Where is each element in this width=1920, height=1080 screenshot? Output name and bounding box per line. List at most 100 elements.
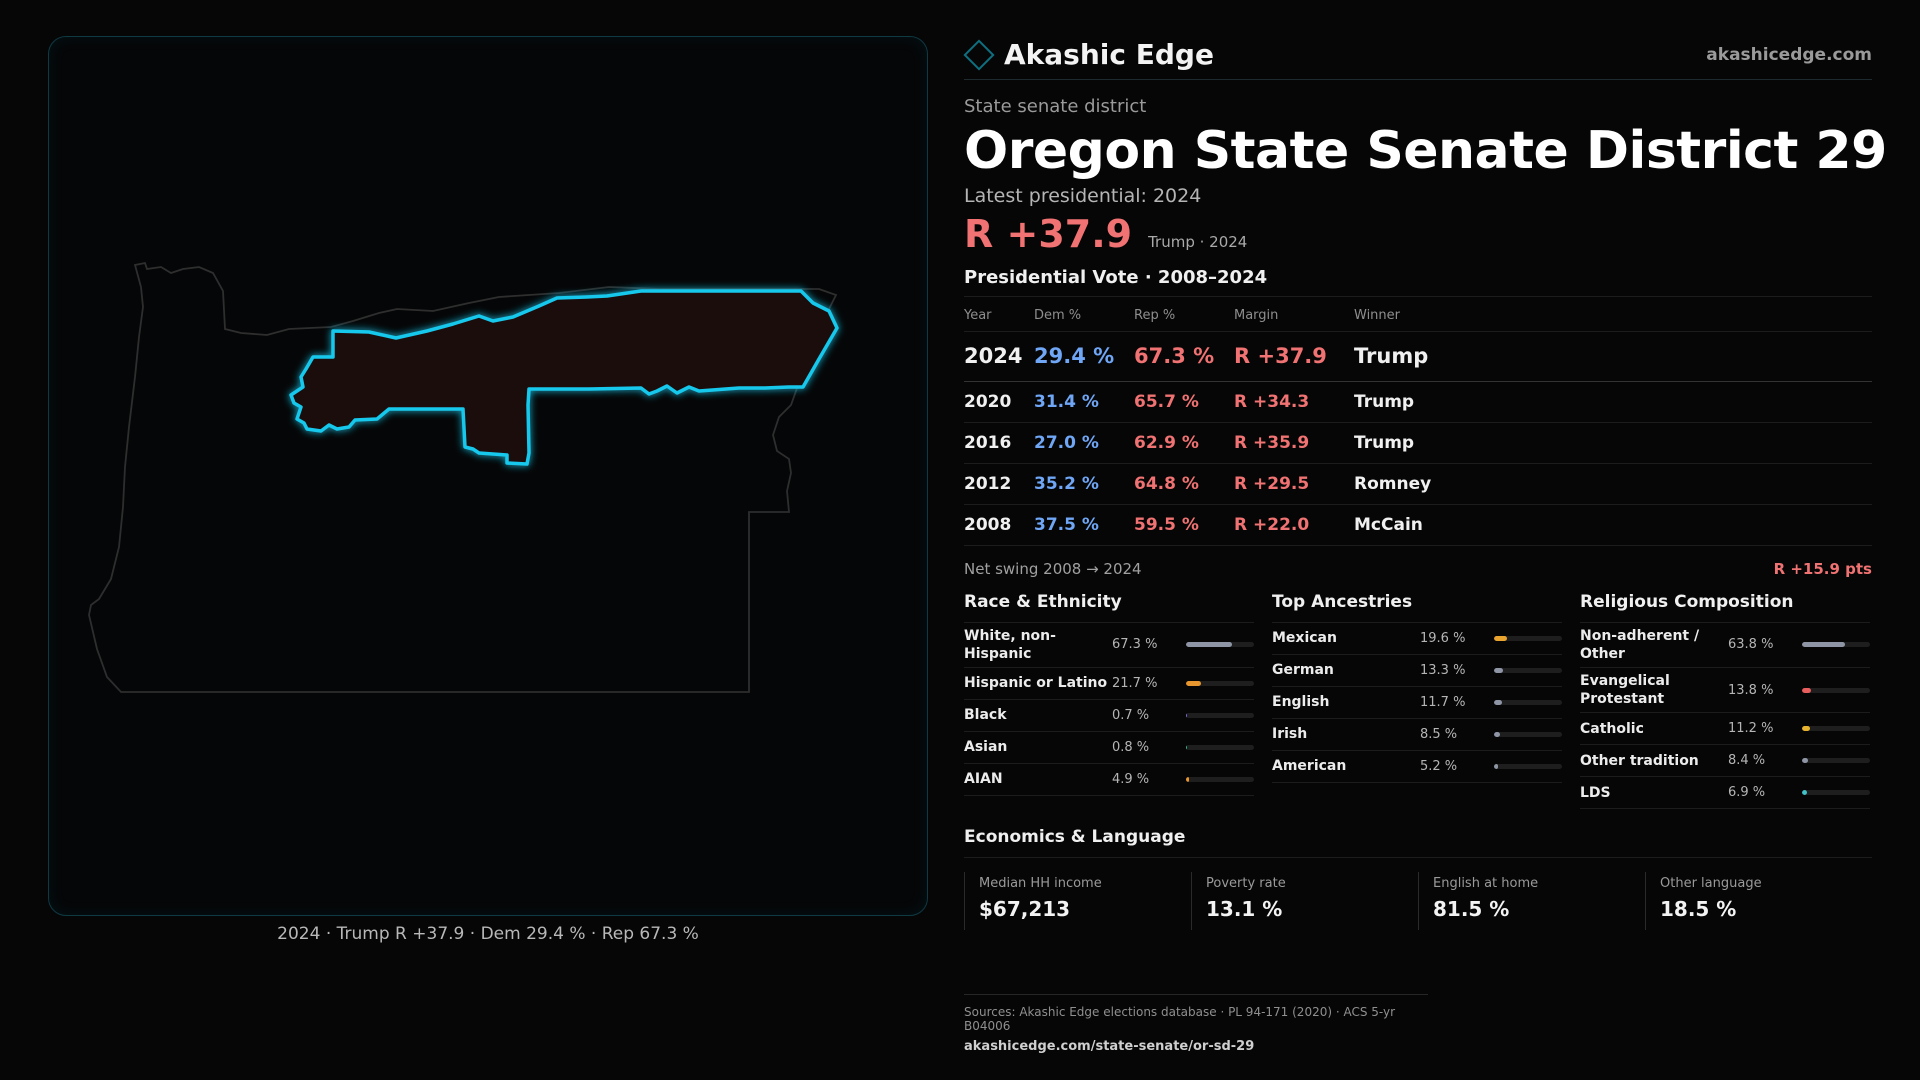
religion-title: Religious Composition (1580, 592, 1870, 623)
stat-poverty-rate: Poverty rate 13.1 % (1191, 872, 1418, 931)
religion-label: Non-adherent / Other (1580, 627, 1700, 662)
ancestry-bar (1494, 763, 1562, 769)
race-bar-fill (1186, 712, 1187, 718)
religion-section: Religious Composition Non-adherent / Oth… (1580, 592, 1870, 810)
race-label: Hispanic or Latino (964, 675, 1108, 692)
table-row: 2008 37.5 % 59.5 % R +22.0 McCain (964, 504, 1872, 546)
religion-value: 8.4 % (1728, 753, 1766, 769)
ancestry-bar-fill (1494, 699, 1502, 705)
stat-label: English at home (1433, 876, 1539, 892)
net-swing: Net swing 2008 → 2024 R +15.9 pts (964, 560, 1872, 578)
row-margin: R +29.5 (1234, 463, 1354, 505)
map-caption: 2024 · Trump R +37.9 · Dem 29.4 % · Rep … (277, 924, 699, 944)
religion-bar-fill (1802, 726, 1810, 732)
col-dem: Dem % (1034, 301, 1134, 332)
ancestry-section: Top Ancestries Mexican 19.6 % German 13.3 %… (1272, 592, 1562, 810)
race-row: Hispanic or Latino 21.7 % (964, 668, 1254, 700)
ancestry-bar (1494, 699, 1562, 705)
stat-value: 81.5 % (1433, 897, 1510, 922)
ancestry-value: 8.5 % (1420, 726, 1458, 742)
stat-label: Median HH income (979, 876, 1102, 892)
net-swing-label: Net swing 2008 → 2024 (964, 559, 1142, 578)
religion-value: 63.8 % (1728, 637, 1774, 653)
religion-row: Evangelical Protestant 13.8 % (1580, 668, 1870, 714)
race-value: 21.7 % (1112, 675, 1158, 691)
ancestry-bar (1494, 667, 1562, 673)
race-label: AIAN (964, 771, 1003, 788)
religion-bar (1802, 726, 1870, 732)
row-margin: R +22.0 (1234, 504, 1354, 546)
ancestry-row: Mexican 19.6 % (1272, 623, 1562, 655)
col-winner: Winner (1354, 301, 1872, 332)
row-dem: 27.0 % (1034, 422, 1134, 464)
race-bar-fill (1186, 642, 1232, 648)
col-year: Year (964, 301, 1034, 332)
religion-label: LDS (1580, 784, 1611, 801)
ancestry-value: 19.6 % (1420, 630, 1466, 646)
ancestry-title: Top Ancestries (1272, 592, 1562, 623)
district-map (48, 36, 928, 916)
brand-url-link[interactable]: akashicedge.com (1706, 44, 1872, 65)
row-dem: 31.4 % (1034, 381, 1134, 423)
ancestry-label: German (1272, 661, 1334, 678)
race-bar-fill (1186, 744, 1187, 750)
ancestry-bar (1494, 635, 1562, 641)
row-winner: Trump (1354, 422, 1872, 464)
demographics: Race & Ethnicity White, non-Hispanic 67.3… (964, 592, 1872, 810)
economics-title: Economics & Language (964, 827, 1872, 859)
ancestry-bar-fill (1494, 667, 1504, 673)
ancestry-value: 5.2 % (1420, 758, 1458, 774)
row-winner: McCain (1354, 504, 1872, 546)
row-year: 2024 (964, 331, 1034, 382)
ancestry-label: Mexican (1272, 629, 1337, 646)
religion-row: Non-adherent / Other 63.8 % (1580, 623, 1870, 668)
sources-text: Sources: Akashic Edge elections database… (964, 1005, 1396, 1033)
source-url-link[interactable]: akashicedge.com/state-senate/or-sd-29 (964, 1039, 1255, 1054)
col-margin: Margin (1234, 301, 1354, 332)
presidential-vote-title: Presidential Vote · 2008–2024 (964, 267, 1872, 297)
religion-row: Other tradition 8.4 % (1580, 745, 1870, 778)
row-dem: 29.4 % (1034, 331, 1134, 382)
race-bar (1186, 712, 1254, 718)
ancestry-bar-fill (1494, 731, 1500, 737)
race-bar-fill (1186, 680, 1201, 686)
latest-margin-value: R +37.9 (964, 212, 1133, 256)
table-row: 2016 27.0 % 62.9 % R +35.9 Trump (964, 422, 1872, 464)
religion-bar (1802, 758, 1870, 764)
race-bar-fill (1186, 776, 1190, 782)
race-bar (1186, 744, 1254, 750)
religion-label: Evangelical Protestant (1580, 672, 1670, 708)
religion-bar-fill (1802, 758, 1808, 764)
col-rep: Rep % (1134, 301, 1234, 332)
race-bar (1186, 642, 1254, 648)
map-svg (88, 261, 839, 693)
ancestry-row: American 5.2 % (1272, 751, 1562, 783)
brand[interactable]: Akashic Edge (963, 38, 1214, 71)
presidential-vote-table: Year Dem % Rep % Margin Winner 2024 29.4… (964, 301, 1872, 546)
ancestry-row: Irish 8.5 % (1272, 719, 1562, 751)
table-row: 2020 31.4 % 65.7 % R +34.3 Trump (964, 381, 1872, 423)
religion-bar-fill (1802, 687, 1812, 693)
row-margin: R +37.9 (1234, 331, 1354, 382)
race-label: Black (964, 707, 1007, 724)
row-rep: 67.3 % (1134, 331, 1234, 382)
net-swing-value: R +15.9 pts (1773, 559, 1872, 578)
race-bar (1186, 680, 1254, 686)
ancestry-value: 13.3 % (1420, 662, 1466, 678)
brand-header: Akashic Edge akashicedge.com (963, 36, 1872, 80)
latest-margin-sub: Trump · 2024 (1148, 233, 1248, 251)
stat-value: 18.5 % (1660, 897, 1737, 922)
race-value: 67.3 % (1112, 637, 1158, 653)
race-title: Race & Ethnicity (964, 592, 1254, 623)
race-row: White, non-Hispanic 67.3 % (964, 623, 1254, 668)
row-winner: Romney (1354, 463, 1872, 505)
stat-english-at-home: English at home 81.5 % (1418, 872, 1645, 931)
ancestry-bar-fill (1494, 763, 1498, 769)
religion-bar (1802, 790, 1870, 796)
race-row: Asian 0.8 % (964, 732, 1254, 764)
row-dem: 37.5 % (1034, 504, 1134, 546)
row-rep: 64.8 % (1134, 463, 1234, 505)
row-rep: 62.9 % (1134, 422, 1234, 464)
race-row: AIAN 4.9 % (964, 764, 1254, 796)
religion-bar-fill (1802, 790, 1807, 796)
